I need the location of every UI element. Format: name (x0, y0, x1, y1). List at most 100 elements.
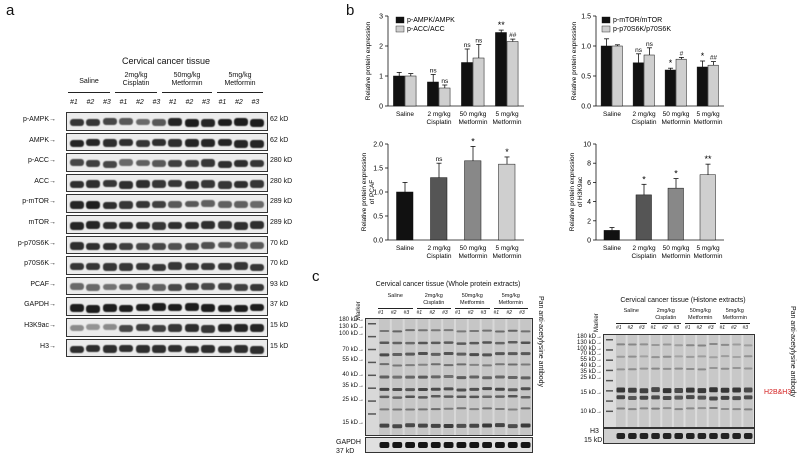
blot-band (743, 344, 753, 347)
y-axis-label: Relative protein expression (361, 152, 368, 231)
bar (438, 87, 451, 107)
blot-band (392, 330, 403, 333)
lane-smear (697, 335, 707, 427)
bar (675, 58, 687, 107)
blot-band (86, 284, 101, 291)
gapdh-loading-blot (365, 437, 533, 453)
y-axis-label: Relative protein expression (569, 152, 576, 231)
x-tick-label: Metformin (459, 253, 488, 260)
blot-band (469, 363, 480, 366)
bar (506, 41, 519, 107)
bar (603, 230, 620, 241)
blot-band (616, 387, 626, 393)
blot-band (168, 324, 183, 332)
panel-c-replicate-label: #3 (403, 310, 410, 316)
blot-row-label: p70S6K→ (0, 260, 56, 267)
blot-band (639, 395, 649, 400)
x-tick-label: 5 mg/kg (696, 245, 720, 252)
blot-band (732, 355, 741, 358)
blot-strip (66, 256, 268, 275)
significance-mark: ** (498, 20, 506, 30)
arrow-icon: → (596, 334, 602, 340)
blot-band (217, 283, 232, 291)
ladder-label: 70 kD→ (330, 347, 364, 353)
panel-c-replicate-label: #3 (742, 325, 749, 331)
blot-band (456, 423, 467, 428)
blot-band (651, 356, 660, 359)
x-tick-label: Metformin (662, 253, 691, 260)
x-tick-label: 50 mg/kg (663, 245, 690, 252)
panel-c-group-underline (650, 323, 681, 324)
blot-band (720, 408, 730, 411)
blot-band (234, 222, 248, 230)
bar (472, 57, 485, 107)
ladder-label-text: 25 kD (342, 397, 358, 403)
x-tick-label: Metformin (493, 119, 522, 126)
panel-a-replicate-label: #2 (136, 99, 144, 106)
y-tick-label: 0.0 (581, 104, 591, 111)
loading-band (392, 442, 403, 448)
y-tick-label: 0 (587, 238, 591, 245)
blot-band (430, 375, 441, 379)
blot-band (443, 329, 454, 332)
blot-band (201, 345, 216, 353)
blot-band (168, 160, 183, 168)
blot-band (119, 304, 134, 313)
panel-c-group-underline (378, 308, 413, 309)
blot-band (628, 387, 637, 393)
blot-band (392, 408, 403, 411)
loading-band (520, 442, 531, 448)
blot-band (152, 118, 166, 126)
panel-a-group-label-line: Metformin (224, 80, 256, 87)
ladder-label-text: 35 kD (580, 369, 596, 375)
panel-a-replicate-label: #1 (218, 99, 227, 106)
blot-band (405, 375, 415, 379)
blot-row-kd: 62 kD (270, 136, 289, 144)
blot-band (732, 396, 741, 401)
significance-mark: ## (509, 32, 517, 39)
y-tick-label: 2 (379, 44, 383, 51)
blot-band (732, 343, 741, 346)
blot-row-label-text: p70S6K (24, 260, 49, 268)
arrow-icon: → (596, 390, 602, 396)
panel-a-replicate-label: #3 (103, 99, 111, 106)
ladder-label: 35 kD→ (330, 383, 364, 389)
panel-a-replicate-label: #2 (185, 99, 194, 106)
lane-smear (662, 335, 672, 427)
blot-band (507, 376, 518, 380)
blot-band (379, 375, 390, 379)
blot-band (250, 221, 265, 229)
lane-smear (743, 335, 753, 427)
blot-band (469, 353, 480, 357)
blot-band (152, 324, 166, 332)
lane-smear (639, 335, 649, 427)
y-tick-label: 0.5 (373, 214, 383, 221)
blot-band (184, 242, 199, 250)
significance-mark: * (669, 58, 673, 68)
blot-band (507, 341, 518, 344)
blot-band (469, 330, 480, 333)
blot-band (651, 344, 660, 347)
arrow-icon: → (49, 301, 56, 309)
blot-band (379, 387, 390, 391)
arrow-icon: → (596, 357, 602, 363)
loading-band (379, 442, 390, 448)
panel-a-group-label: 50mg/kg Metformin (160, 72, 214, 88)
blot-band (392, 353, 403, 357)
legend-label: p-mTOR/mTOR (613, 17, 662, 24)
y-tick-label: 0.5 (581, 74, 591, 81)
blot-band (135, 118, 150, 126)
blot-band (379, 395, 390, 399)
arrow-icon: → (596, 363, 602, 369)
blot-band (720, 395, 730, 400)
panel-c-replicate-label: #3 (673, 325, 680, 331)
panel-a-replicate-label: #3 (251, 99, 260, 106)
blot-band (201, 180, 216, 188)
blot-band (405, 341, 415, 345)
ladder-label: 35 kD→ (568, 369, 602, 375)
blot-band (507, 395, 518, 398)
loading-band (720, 433, 730, 439)
ladder-label-text: 70 kD (580, 351, 596, 357)
blot-band (697, 395, 707, 400)
blot-band (102, 201, 117, 210)
